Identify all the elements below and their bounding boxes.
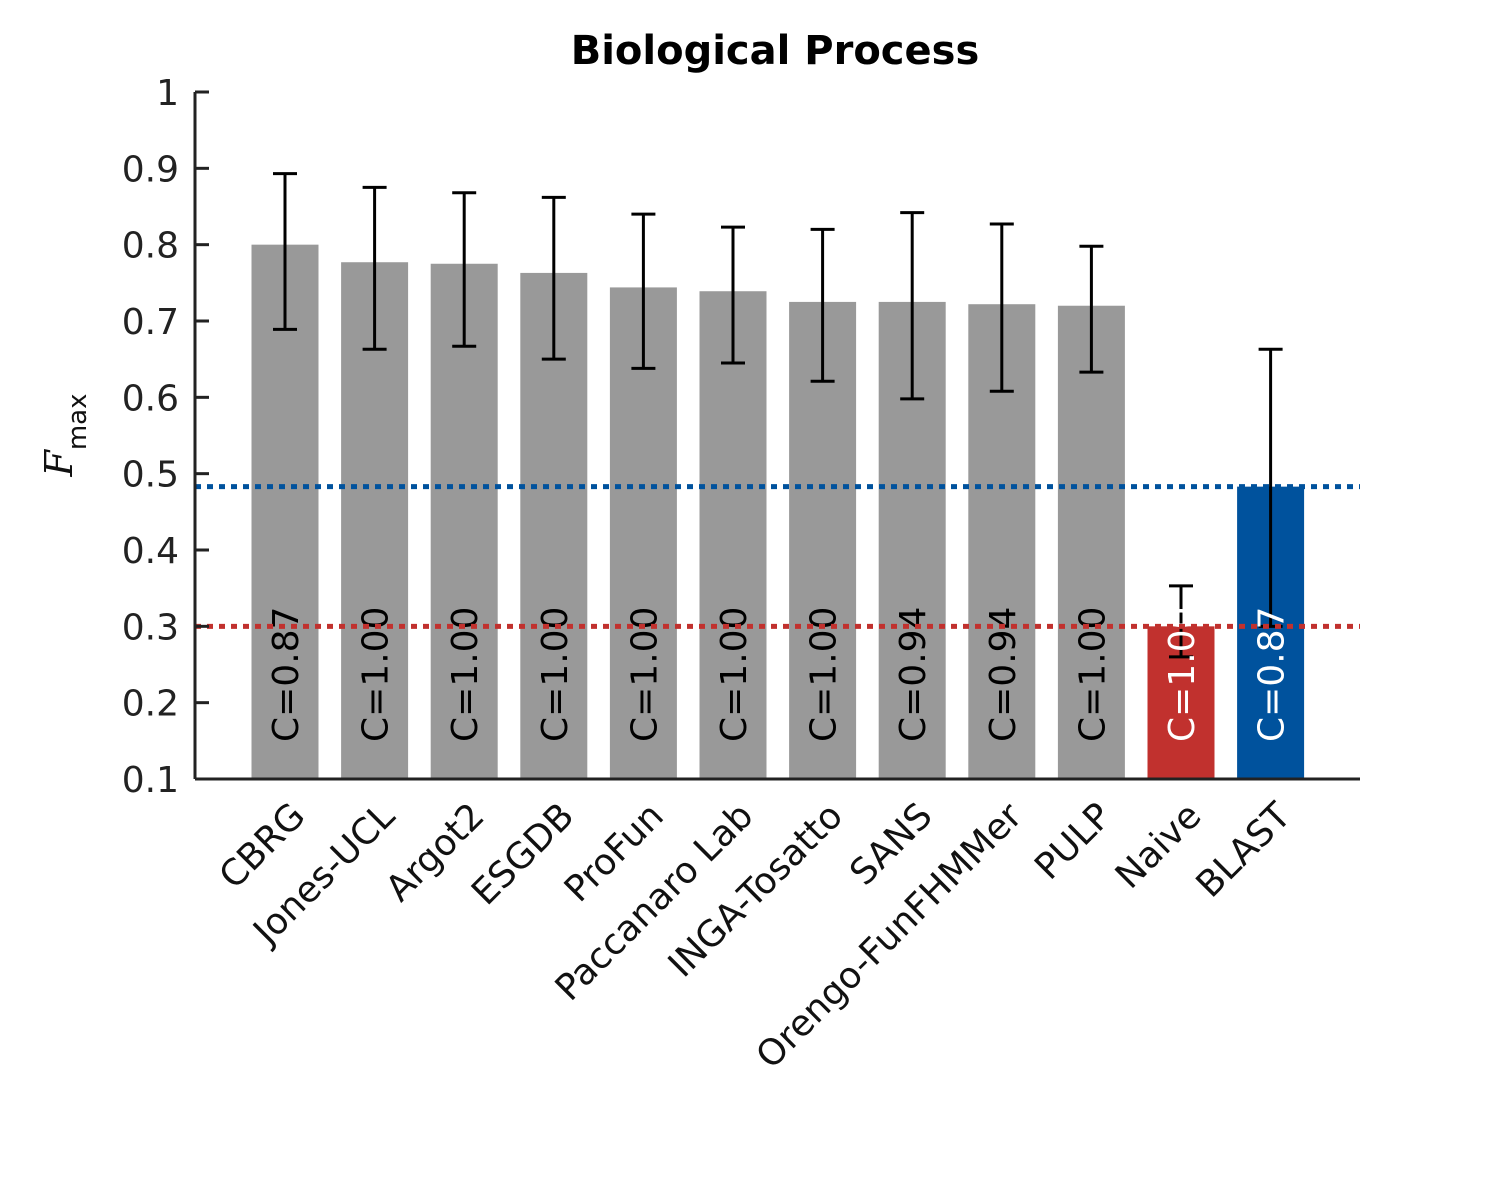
- bar-coverage-label: C=1.00: [624, 607, 665, 742]
- bar-coverage-label: C=1.00: [714, 607, 755, 742]
- svg-text:Fmax: Fmax: [37, 393, 93, 477]
- bar-coverage-label: C=1.00: [445, 607, 486, 742]
- y-tick-label: 0.3: [122, 607, 179, 648]
- x-tick-label: PULP: [1027, 795, 1120, 888]
- error-bars-layer: [273, 172, 1283, 659]
- y-tick-label: 1: [156, 73, 179, 114]
- y-tick-label: 0.2: [122, 684, 179, 725]
- x-tick-label: BLAST: [1189, 795, 1300, 906]
- bar-coverage-label: C=0.94: [893, 607, 934, 742]
- y-axis-label-subscript: max: [63, 393, 93, 450]
- x-tick-label: ESGDB: [464, 795, 582, 913]
- bar-coverage-label: C=1.00: [1162, 607, 1203, 742]
- x-tick-labels-layer: CBRGJones-UCLArgot2ESGDBProFunPaccanaro …: [212, 795, 1300, 1077]
- axes-layer: 0.1 0.2 0.3 0.4 0.5 0.6 0.7 0.8 0.9 1: [122, 73, 1360, 801]
- reference-lines-layer: [195, 484, 1360, 629]
- bar-coverage-label: C=0.87: [266, 607, 307, 742]
- bar-coverage-label: C=1.00: [356, 607, 397, 742]
- y-tick-label: 0.7: [122, 302, 179, 343]
- y-tick-label: 0.4: [122, 531, 179, 572]
- y-tick-label: 0.9: [122, 149, 179, 190]
- bar-coverage-label: C=0.94: [983, 607, 1024, 742]
- y-tick-label: 0.6: [122, 378, 179, 419]
- y-axis-label-main: F: [37, 449, 81, 478]
- chart-title: Biological Process: [571, 28, 980, 74]
- bar-coverage-label: C=1.00: [1072, 607, 1113, 742]
- bar: [699, 291, 767, 779]
- y-tick-label: 0.1: [122, 760, 179, 801]
- y-tick-label: 0.8: [122, 226, 179, 267]
- bar-coverage-label: C=1.00: [804, 607, 845, 742]
- y-tick-label: 0.5: [122, 455, 179, 496]
- bar-coverage-label: C=0.87: [1252, 607, 1293, 742]
- bar: [1057, 305, 1125, 779]
- bar-labels-layer: C=0.87 C=1.00 C=1.00 C=1.00 C=1.00 C=1.00 C=1.…: [266, 607, 1293, 742]
- bar: [251, 244, 319, 779]
- y-axis-label: Fmax: [37, 393, 93, 477]
- bar-coverage-label: C=1.00: [535, 607, 576, 742]
- bar: [430, 263, 498, 779]
- bars-layer: [251, 244, 1305, 779]
